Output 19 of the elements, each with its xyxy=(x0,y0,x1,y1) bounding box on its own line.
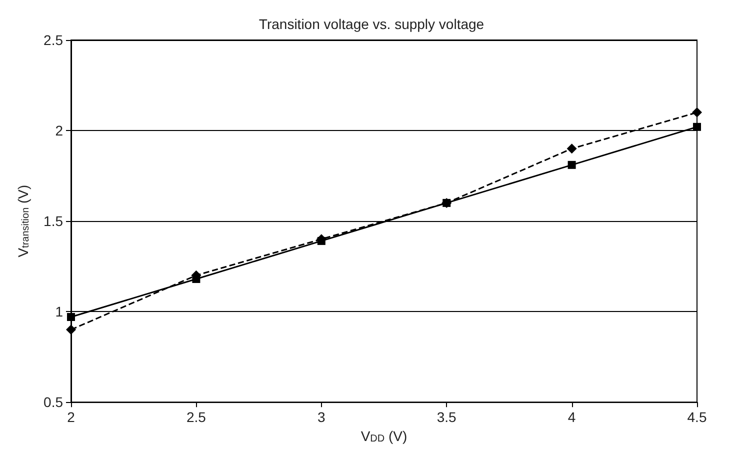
y-tick-label: 2 xyxy=(55,122,64,139)
x-tick-label: 4.5 xyxy=(687,409,707,426)
point xyxy=(692,107,702,118)
x-tick-label: 2 xyxy=(67,409,76,426)
x-tick-label: 3 xyxy=(318,409,326,426)
y-tick-label: 1.5 xyxy=(44,213,64,230)
point xyxy=(566,144,577,154)
point xyxy=(693,122,701,131)
x-tick-label: 4 xyxy=(568,409,576,426)
y-tick-label: 0.5 xyxy=(44,394,64,410)
y-axis-title: Vtransition (V) xyxy=(15,184,32,258)
y-tick-label: 2.5 xyxy=(44,32,64,48)
point xyxy=(568,160,576,169)
x-axis-title: VDD (V) xyxy=(360,428,408,444)
x-tick-label: 3.5 xyxy=(436,409,457,426)
chart-title: Transition voltage vs. supply voltage xyxy=(258,16,484,32)
y-tick-label: 1 xyxy=(55,304,64,320)
x-tick-label: 2.5 xyxy=(186,409,206,426)
point xyxy=(66,324,76,335)
